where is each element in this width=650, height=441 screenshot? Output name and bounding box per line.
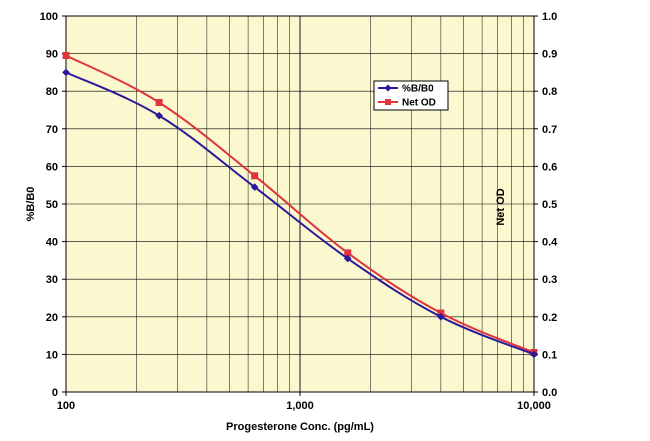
legend: %B/B0 Net OD bbox=[373, 80, 449, 111]
data-point-series-1 bbox=[530, 350, 538, 359]
data-point-series-1 bbox=[62, 68, 70, 77]
y2-tick-label: 0.4 bbox=[542, 237, 558, 249]
y2-tick-label: 1.0 bbox=[542, 11, 557, 23]
y2-tick-label: 0.1 bbox=[542, 349, 557, 361]
y2-tick-label: 0.6 bbox=[542, 161, 557, 173]
y-tick-label: 50 bbox=[46, 199, 58, 211]
data-point-series-1 bbox=[343, 254, 352, 263]
y2-tick-label: 0.3 bbox=[542, 274, 557, 286]
y2-tick-label: 0.8 bbox=[542, 86, 557, 98]
x-tick-label: 1,000 bbox=[286, 400, 314, 412]
y-tick-label: 40 bbox=[46, 237, 58, 249]
y-tick-label: 30 bbox=[46, 274, 58, 286]
y-axis-title: %B/B0 bbox=[25, 187, 37, 222]
data-point-series-1 bbox=[250, 183, 259, 191]
y-tick-label: 10 bbox=[46, 349, 58, 361]
y2-tick-label: 0.0 bbox=[542, 387, 557, 399]
grid-lines bbox=[66, 16, 534, 392]
x-tick-label: 100 bbox=[57, 400, 75, 412]
y2-tick-label: 0.7 bbox=[542, 124, 557, 136]
y-tick-label: 70 bbox=[46, 124, 58, 136]
y-tick-label: 0 bbox=[52, 387, 58, 399]
y2-tick-label: 0.2 bbox=[542, 312, 557, 324]
series-layer bbox=[62, 51, 538, 359]
y-tick-label: 90 bbox=[46, 49, 58, 61]
series-line-1 bbox=[65, 71, 535, 356]
y-tick-label: 100 bbox=[40, 11, 58, 23]
y2-tick-label: 0.5 bbox=[542, 199, 557, 211]
data-point-series-2 bbox=[155, 98, 163, 106]
data-point-series-2 bbox=[251, 172, 259, 180]
legend-label-series-2: Net OD bbox=[402, 98, 436, 109]
legend-marker-series-1 bbox=[384, 84, 392, 92]
data-point-series-1 bbox=[437, 313, 445, 321]
x-axis-title: Progesterone Conc. (pg/mL) bbox=[226, 421, 374, 433]
axis-ticks: 0 10 20 30 40 50 60 70 80 90 100 0.0 0.1 0.2 0.3 0.4 0.5… bbox=[40, 11, 559, 412]
y2-tick-label: 0.9 bbox=[542, 49, 557, 61]
legend-marker-series-2 bbox=[385, 99, 391, 105]
data-point-series-1 bbox=[155, 111, 163, 120]
y-tick-label: 60 bbox=[46, 161, 58, 173]
legend-box bbox=[373, 80, 449, 111]
data-point-series-2 bbox=[62, 51, 70, 59]
data-point-series-2 bbox=[344, 249, 352, 257]
legend-label-series-1: %B/B0 bbox=[402, 84, 434, 95]
y-tick-label: 80 bbox=[46, 86, 58, 98]
x-tick-label: 10,000 bbox=[517, 400, 551, 412]
y-tick-label: 20 bbox=[46, 312, 58, 324]
y2-axis-title: Net OD bbox=[495, 188, 507, 225]
series-line-2 bbox=[65, 54, 535, 354]
